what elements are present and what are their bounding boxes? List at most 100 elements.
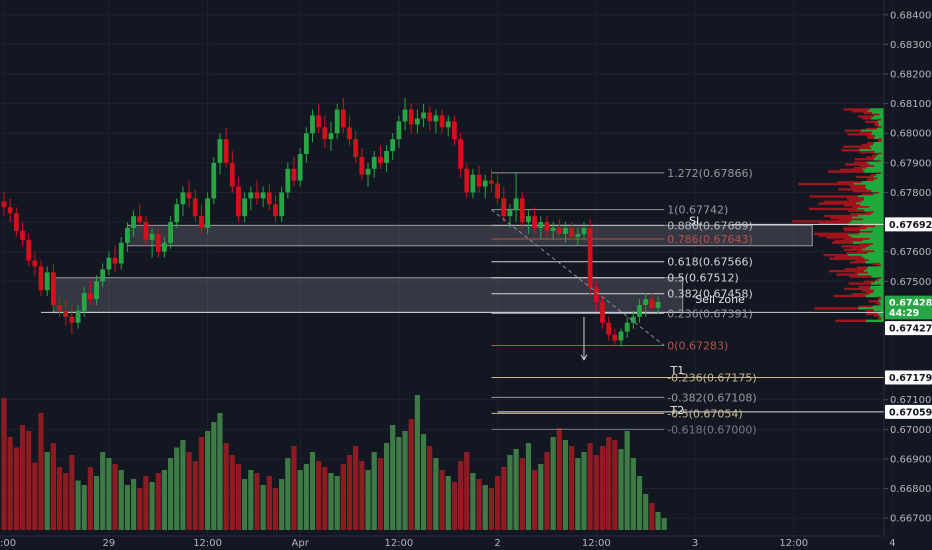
volume-profile-sell	[834, 239, 863, 243]
volume-profile-sell	[863, 111, 873, 115]
volume-profile-buy	[872, 230, 884, 234]
volume-profile-sell	[834, 255, 862, 259]
volume-bar	[575, 458, 581, 530]
volume-bar	[538, 464, 544, 530]
volume-profile-sell	[866, 179, 874, 182]
candle-body	[334, 109, 340, 134]
volume-profile-buy	[871, 213, 884, 216]
candle-body	[359, 156, 365, 175]
volume-profile-buy	[881, 317, 884, 321]
volume-bar	[297, 470, 303, 530]
volume-profile-buy	[870, 285, 884, 289]
volume-profile-sell	[859, 150, 875, 154]
candle-body	[63, 310, 69, 317]
candle-body	[445, 121, 451, 128]
candle-body	[75, 310, 81, 323]
volume-profile-buy	[857, 207, 884, 211]
volume-profile-buy	[874, 250, 884, 253]
fibonacci-retracement[interactable]: 1.272(0.67866)1(0.67742)0.886(0.67689)0.…	[491, 167, 757, 436]
candle-body	[507, 210, 513, 217]
fib-level-label: 0.5(0.67512)	[667, 272, 739, 285]
volume-bar	[137, 488, 143, 530]
volume-profile-buy	[858, 214, 884, 218]
candle-body	[32, 260, 38, 267]
fib-level-label: -0.236(0.67175)	[667, 372, 757, 385]
volume-profile-buy	[862, 168, 884, 172]
volume-profile-sell	[818, 202, 857, 205]
volume-profile-sell	[832, 241, 853, 244]
volume-profile-sell	[843, 108, 870, 111]
volume-bar	[279, 479, 285, 530]
price-tick-label: 0.67500	[890, 277, 931, 288]
volume-bar	[217, 413, 223, 530]
candle-body	[26, 239, 32, 261]
volume-profile-sell	[839, 168, 863, 172]
volume-profile-sell	[838, 188, 867, 191]
volume-bar	[532, 470, 538, 530]
volume-bar	[81, 485, 87, 530]
volume-bar	[87, 467, 93, 530]
volume-bar	[470, 473, 476, 530]
volume-profile-buy	[851, 220, 884, 223]
volume-profile-buy	[880, 301, 884, 305]
candle-body	[476, 174, 482, 187]
price-tick-label: 0.67900	[890, 158, 931, 169]
volume-profile-buy	[877, 154, 884, 157]
volume-profile-buy	[851, 216, 884, 220]
volume-profile-buy	[869, 293, 884, 296]
volume-bar	[482, 485, 488, 530]
candle-body	[38, 266, 44, 291]
volume-profile-sell	[853, 189, 872, 193]
volume-profile-buy	[880, 316, 884, 319]
candle-body	[439, 115, 445, 128]
volume-profile-sell	[878, 296, 881, 299]
volume-bar	[519, 458, 525, 530]
volume-profile-buy	[860, 229, 884, 232]
candle-body	[50, 272, 56, 305]
price-tag-label: 0.67059	[889, 407, 932, 418]
volume-profile-sell	[841, 245, 869, 248]
candle-body	[87, 293, 93, 300]
volume-profile-sell	[841, 149, 860, 152]
price-tick-label: 0.66700	[890, 514, 931, 525]
volume-profile-buy	[871, 282, 884, 285]
candle-body	[236, 186, 241, 217]
candle-body	[587, 227, 593, 288]
volume-profile-sell	[839, 218, 864, 221]
candle-body	[205, 198, 211, 228]
volume-profile-sell	[830, 216, 852, 220]
volume-bar	[75, 480, 81, 530]
volume-profile-sell	[856, 266, 868, 269]
fib-level-label: -0.5(0.67054)	[667, 407, 743, 420]
volume-bar	[93, 476, 100, 530]
volume-bar	[513, 449, 519, 530]
volume-bar	[266, 476, 272, 530]
volume-profile-buy	[871, 133, 884, 136]
volume-profile-sell	[849, 184, 866, 188]
price-tick-label: 0.68000	[890, 129, 931, 140]
candle-body	[69, 316, 75, 323]
volume-bar	[359, 461, 365, 530]
candlesticks	[1, 97, 661, 347]
volume-profile-buy	[867, 266, 884, 269]
volume-profile-sell	[878, 118, 882, 122]
candle-body	[328, 133, 334, 140]
volume-bar	[340, 464, 346, 530]
fib-level-label: 0.382(0.67458)	[667, 288, 753, 301]
volume-bar	[322, 467, 328, 530]
volume-profile-sell	[875, 301, 881, 305]
price-tag-label: 0.67427	[889, 324, 932, 335]
price-tag-label: 0.67428	[889, 298, 932, 309]
volume-profile-buy	[873, 143, 884, 147]
volume-profile-buy	[859, 149, 884, 152]
volume-bar	[495, 476, 501, 530]
price-tag	[885, 217, 932, 232]
candle-body	[421, 112, 426, 119]
volume-bar	[587, 443, 593, 530]
annotation-label: SL	[689, 215, 703, 228]
volume-profile-buy	[873, 289, 884, 292]
volume-bar	[408, 419, 414, 530]
volume-profile-buy	[866, 166, 884, 170]
